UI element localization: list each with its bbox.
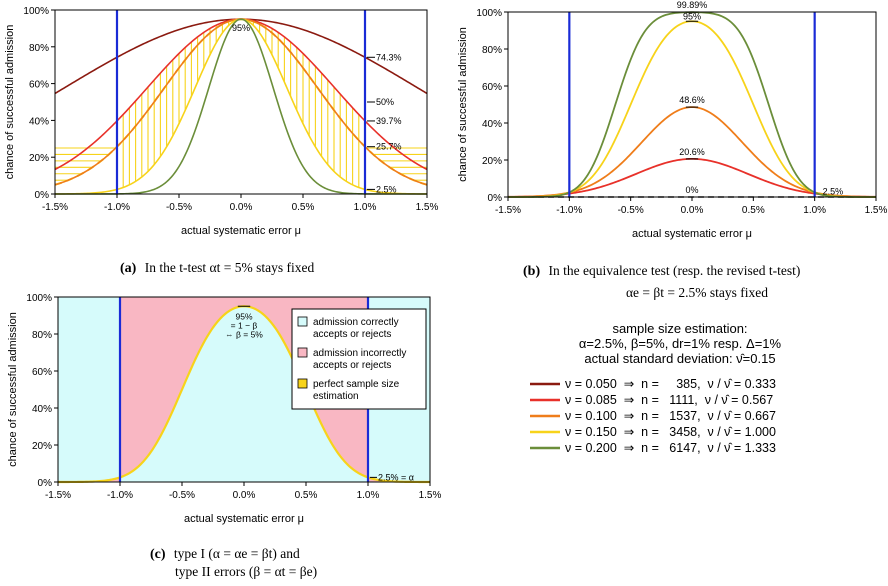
caption-b: (b) In the equivalence test (resp. the r… — [523, 263, 800, 279]
legend-swatch — [297, 347, 308, 358]
annotation-center: = 1 − β — [231, 320, 258, 330]
y-axis-label: chance of successful admission — [4, 25, 16, 180]
y-tick-label: 40% — [29, 116, 49, 127]
annotation-value: 50% — [376, 97, 394, 107]
legend-label: accepts or rejects — [313, 360, 391, 371]
legend-row-label: ν = 0.150 ⇒ n = 3458, ν / ν̂ = 1.000 — [565, 425, 776, 439]
y-tick-label: 0% — [35, 190, 50, 201]
caption-b-line2: αe = βt = 2.5% stays fixed — [626, 285, 768, 300]
chart-c: 0% 20% 40% 60% 80% 100% -1.5% -1.0% -0.5% 0.0% 0.5… — [7, 293, 442, 525]
x-tick-label: -1.5% — [42, 202, 68, 213]
y-tick-label: 80% — [29, 43, 49, 54]
x-tick-label: 1.5% — [419, 490, 442, 501]
legend-row-label: ν = 0.050 ⇒ n = 385, ν / ν̂ = 0.333 — [565, 377, 776, 391]
y-tick-label: 20% — [482, 156, 502, 167]
annotation-peak: 20.6% — [679, 147, 705, 157]
y-tick-label: 0% — [488, 193, 503, 204]
legend-label: estimation — [313, 391, 359, 402]
x-tick-label: -1.0% — [104, 202, 130, 213]
info-heading: sample size estimation: — [612, 321, 747, 336]
x-axis-label: actual systematic error μ — [184, 513, 304, 525]
caption-a: (a) In the t-test αt = 5% stays fixed — [120, 260, 314, 276]
series-line-nu-0.15 — [54, 18, 428, 195]
x-tick-label: -0.5% — [166, 202, 192, 213]
annotation-center: 95% — [235, 311, 252, 321]
y-tick-label: 40% — [482, 119, 502, 130]
x-tick-label: 1.5% — [416, 202, 439, 213]
legend-row-label: ν = 0.085 ⇒ n = 1111, ν / ν̂ = 0.567 — [565, 393, 773, 407]
x-tick-label: 0.0% — [230, 202, 253, 213]
sample-size-info: sample size estimation: α=2.5%, β=5%, dr… — [530, 321, 782, 455]
annotation-alpha: 2.5% = α — [378, 472, 414, 482]
caption-c-line2: type II errors (β = αt = βe) — [175, 564, 317, 579]
y-axis-label: chance of successful admission — [7, 312, 19, 467]
x-tick-label: 0.5% — [292, 202, 315, 213]
x-tick-label: -1.5% — [495, 205, 521, 216]
y-tick-label: 100% — [476, 8, 502, 19]
series-line-nu-0.15 — [508, 20, 876, 198]
series-line-nu-0.2 — [55, 18, 427, 195]
x-tick-label: -1.0% — [556, 205, 582, 216]
x-axis-label: actual systematic error μ — [181, 225, 301, 237]
y-tick-label: 100% — [26, 293, 52, 304]
annotation-alpha: 2.5% — [823, 186, 844, 196]
y-tick-label: 80% — [482, 45, 502, 56]
y-tick-label: 60% — [29, 80, 49, 91]
y-tick-label: 40% — [32, 404, 52, 415]
y-tick-label: 20% — [32, 441, 52, 452]
x-tick-label: -1.0% — [107, 490, 133, 501]
x-tick-label: -1.5% — [45, 490, 71, 501]
info-legend: ν = 0.050 ⇒ n = 385, ν / ν̂ = 0.333 ν = 0… — [530, 377, 776, 455]
annotation-value: 74.3% — [376, 52, 402, 62]
x-tick-label: -0.5% — [618, 205, 644, 216]
annotation-peak: 95% — [683, 11, 701, 21]
y-tick-label: 60% — [482, 82, 502, 93]
chart-b: 0% 20% 40% 60% 80% 100% -1.5% -1.0% -0.5% 0.0% 0.5… — [457, 0, 888, 240]
annotation-value: 39.7% — [376, 116, 402, 126]
x-tick-label: 0.5% — [742, 205, 765, 216]
y-axis-label: chance of successful admission — [457, 27, 469, 182]
x-tick-label: 0.0% — [233, 490, 256, 501]
legend-row-label: ν = 0.200 ⇒ n = 6147, ν / ν̂ = 1.333 — [565, 441, 776, 455]
legend-label: admission incorrectly — [313, 348, 406, 359]
annotation-value: 2.5% — [376, 184, 397, 194]
x-tick-label: 0.5% — [295, 490, 318, 501]
x-tick-label: 1.0% — [357, 490, 380, 501]
y-tick-label: 60% — [32, 367, 52, 378]
caption-c: (c) type I (α = αe = βt) and — [150, 546, 300, 562]
y-tick-label: 100% — [23, 6, 49, 17]
info-line2: actual standard deviation: ν̂=0.15 — [584, 351, 775, 366]
legend-label: perfect sample size — [313, 379, 400, 390]
x-tick-label: 1.5% — [865, 205, 888, 216]
info-line1: α=2.5%, β=5%, dr=1% resp. Δ=1% — [579, 336, 782, 351]
legend-label: accepts or rejects — [313, 329, 391, 340]
x-tick-label: -0.5% — [169, 490, 195, 501]
chart-a: 0% 20% 40% 60% 80% 100% -1.5% -1.0% -0.5% 0.0% 0.5… — [4, 6, 439, 237]
annotation-center: 95% — [232, 23, 250, 33]
legend-swatch — [297, 378, 308, 389]
x-tick-label: 1.0% — [354, 202, 377, 213]
annotation-center: ⇔ β = 5% — [225, 329, 263, 339]
y-tick-label: 0% — [38, 478, 53, 489]
annotation-value: 25.7% — [376, 142, 402, 152]
legend-label: admission correctly — [313, 317, 399, 328]
x-axis-label: actual systematic error μ — [632, 228, 752, 240]
annotation-peak: 48.6% — [679, 95, 705, 105]
x-tick-label: 1.0% — [803, 205, 826, 216]
legend-swatch — [297, 316, 308, 327]
area-correct-center — [120, 306, 368, 482]
y-tick-label: 80% — [32, 330, 52, 341]
legend-box — [291, 308, 427, 410]
y-tick-label: 20% — [29, 153, 49, 164]
annotation-peak: 99.89% — [677, 0, 708, 10]
x-tick-label: 0.0% — [681, 205, 704, 216]
legend-row-label: ν = 0.100 ⇒ n = 1537, ν / ν̂ = 0.667 — [565, 409, 776, 423]
annotation-peak: 0% — [685, 185, 698, 195]
